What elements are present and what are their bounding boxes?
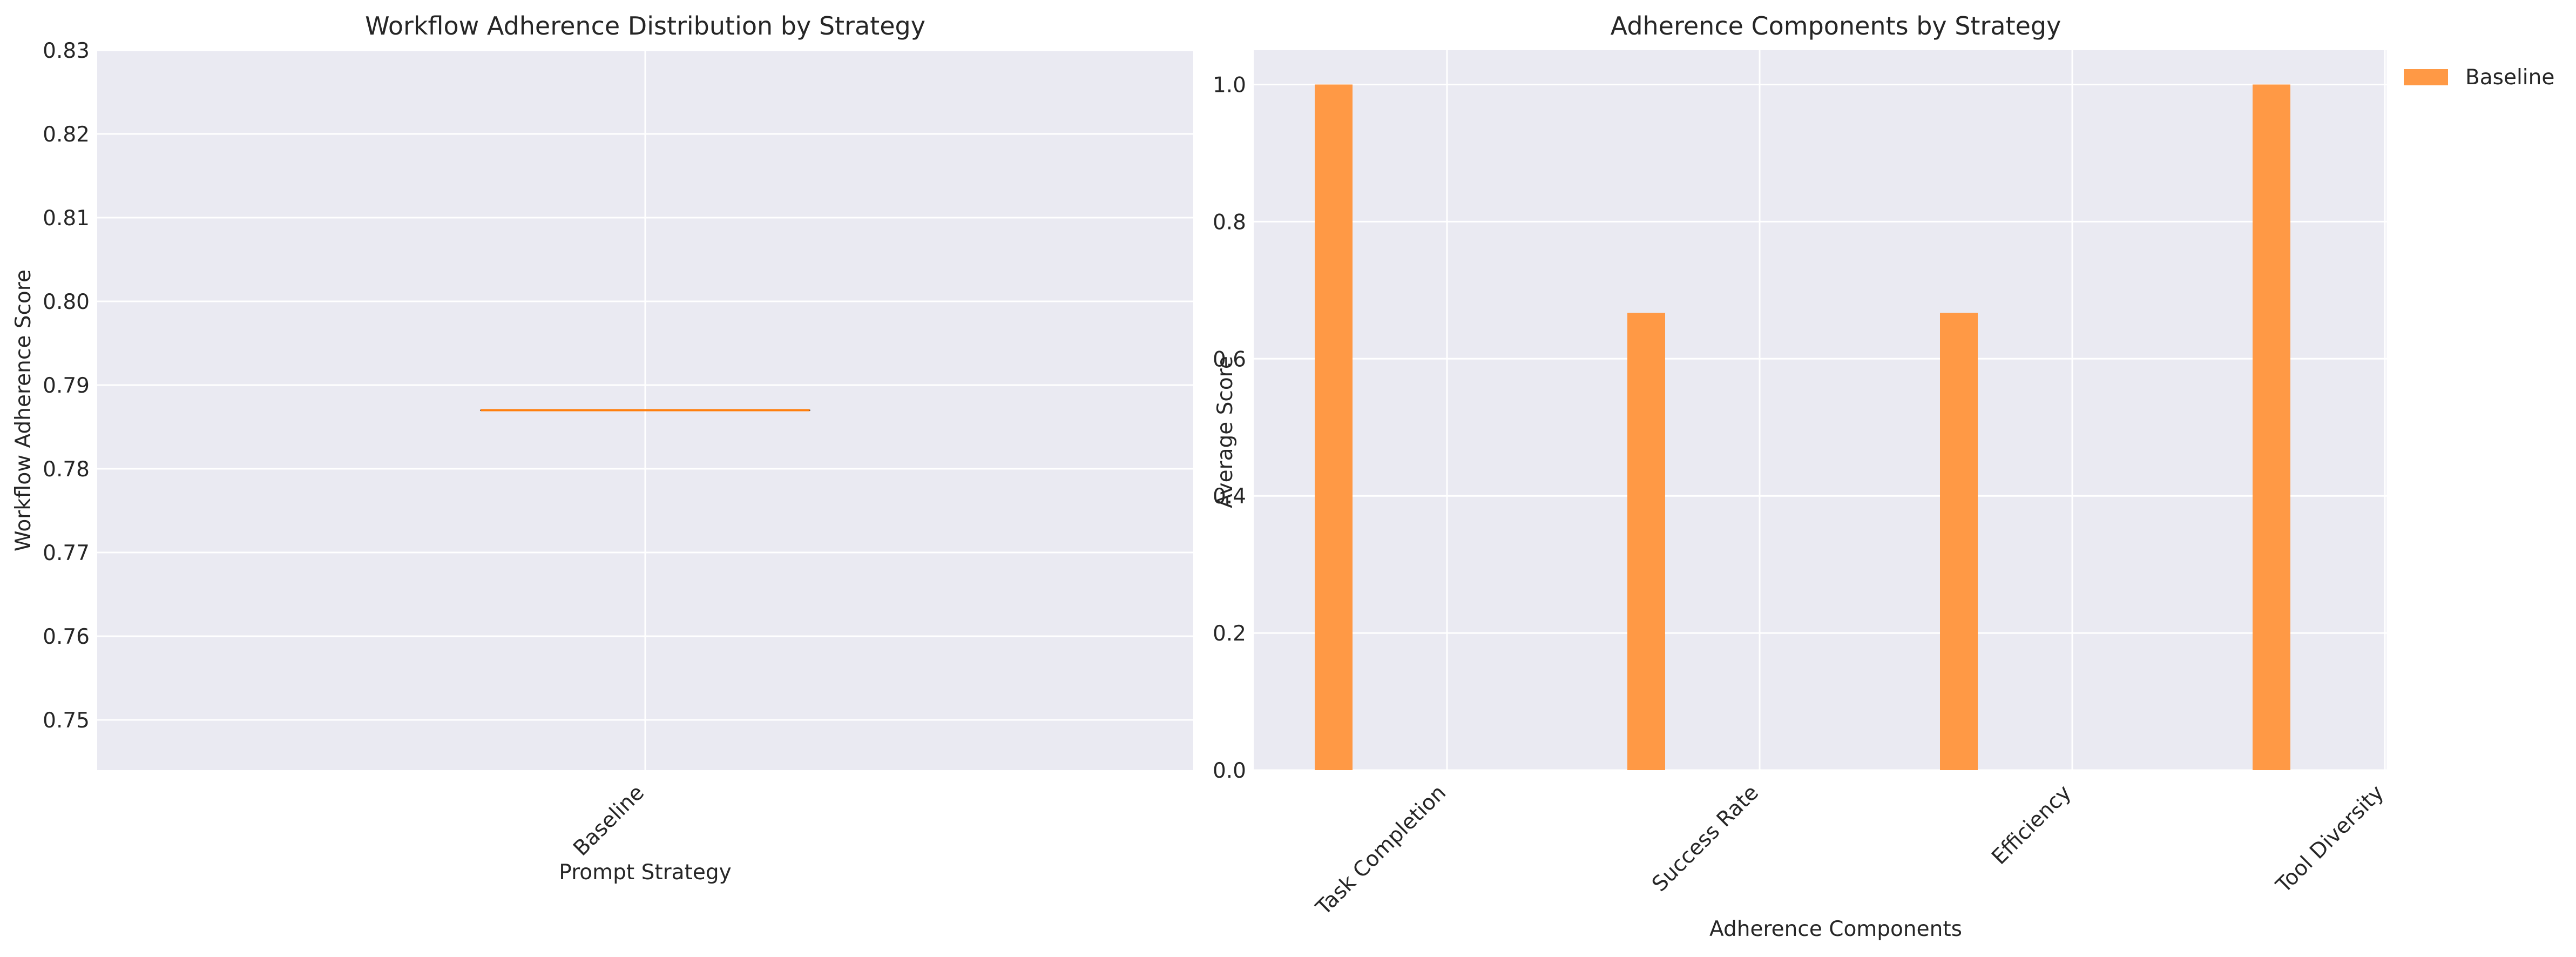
bar-chart-x-tick-labels: Task Completion Success Rate Efficiency Too…	[1311, 780, 2389, 920]
bar-chart-y-tick-label: 0.2	[1213, 622, 1246, 646]
box-plot-y-axis-label: Workflow Adherence Score	[11, 269, 36, 551]
box-plot-x-tick-labels: Baseline	[569, 780, 649, 861]
box-plot-x-axis-label: Prompt Strategy	[559, 860, 731, 885]
box-plot-y-tick-label: 0.78	[43, 457, 90, 482]
bar-chart-x-axis-label: Adherence Components	[1709, 917, 1962, 941]
box-plot-x-tick-label: Baseline	[569, 780, 649, 861]
bar-task-completion	[1315, 84, 1353, 770]
bar-chart-x-tick-label: Efficiency	[1987, 780, 2076, 870]
bar-chart-y-tick-label: 0.6	[1213, 347, 1246, 372]
legend-label-baseline: Baseline	[2465, 65, 2554, 90]
bar-chart-y-tick-label: 0.8	[1213, 210, 1246, 234]
bar-efficiency	[1940, 313, 1978, 770]
box-plot-y-tick-label: 0.75	[43, 709, 90, 733]
box-plot-y-tick-label: 0.81	[43, 206, 90, 231]
bar-chart-y-axis-label: Average Score	[1213, 356, 1238, 508]
bar-chart-x-tick-label: Success Rate	[1647, 780, 1763, 897]
bar-chart-title: Adherence Components by Strategy	[1611, 11, 2061, 41]
box-plot-title: Workflow Adherence Distribution by Strat…	[365, 11, 925, 41]
bar-chart-panel: 0.0 0.2 0.4 0.6 0.8 1.0 Task Completion Succes…	[1213, 11, 2554, 941]
legend: Baseline	[2404, 65, 2554, 90]
legend-swatch-baseline	[2404, 69, 2448, 85]
bar-chart-x-tick-label: Task Completion	[1311, 780, 1451, 920]
bar-tool-diversity	[2253, 84, 2290, 770]
bar-chart-y-tick-label: 0.4	[1213, 484, 1246, 509]
box-plot-y-tick-label: 0.82	[43, 123, 90, 147]
bar-chart-gridlines	[1254, 50, 2386, 771]
bar-chart-y-tick-label: 0.0	[1213, 759, 1246, 783]
bar-chart-area	[1254, 50, 2386, 770]
box-plot-marks	[480, 409, 810, 412]
bar-chart-y-tick-labels: 0.0 0.2 0.4 0.6 0.8 1.0	[1213, 73, 1246, 783]
box-plot-y-tick-labels: 0.75 0.76 0.77 0.78 0.79 0.80 0.81 0.82 0.83	[43, 39, 90, 733]
bar-chart-y-tick-label: 1.0	[1213, 73, 1246, 97]
box-plot-y-tick-label: 0.79	[43, 374, 90, 398]
box-plot-y-tick-label: 0.83	[43, 39, 90, 63]
box-plot-panel: 0.75 0.76 0.77 0.78 0.79 0.80 0.81 0.82 0.83 Bas…	[11, 11, 1193, 885]
bar-chart-bars	[1315, 84, 2290, 770]
bar-success-rate	[1627, 313, 1665, 770]
box-plot-y-tick-label: 0.76	[43, 625, 90, 649]
box-plot-y-tick-label: 0.80	[43, 290, 90, 314]
bar-chart-x-tick-label: Tool Diversity	[2271, 780, 2389, 898]
box-plot-y-tick-label: 0.77	[43, 541, 90, 565]
